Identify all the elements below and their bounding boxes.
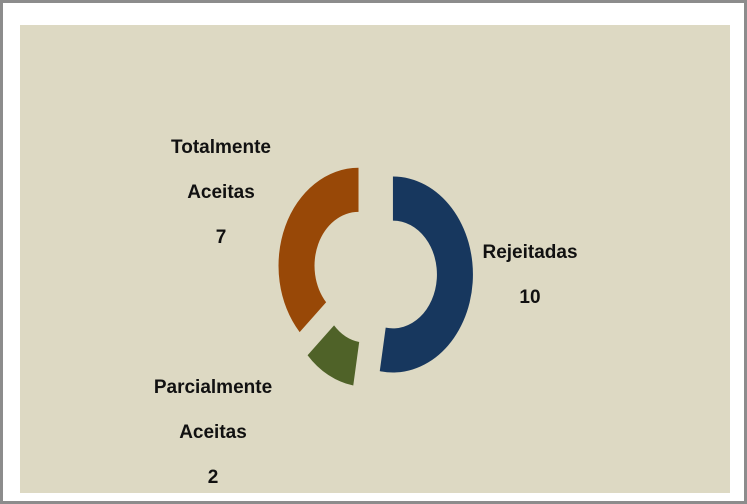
value-label: 10	[519, 287, 541, 308]
segment-label: Rejeitadas 10	[450, 230, 610, 320]
value-label: 2	[207, 467, 219, 488]
segment-label: Parcialmente Aceitas 2	[133, 365, 293, 500]
category-name: Parcialmente Aceitas	[153, 377, 273, 443]
value-label: 7	[215, 227, 227, 248]
plot-area: Rejeitadas 10 Parcialmente Aceitas 2 Totalme…	[20, 25, 730, 493]
category-name: Rejeitadas	[482, 242, 578, 263]
category-name: Totalmente Aceitas	[171, 137, 271, 203]
donut-segment	[307, 325, 360, 386]
chart	[278, 167, 473, 386]
donut-segment	[278, 167, 359, 333]
segment-label: Totalmente Aceitas 7	[141, 125, 301, 260]
donut-segment	[379, 176, 473, 373]
